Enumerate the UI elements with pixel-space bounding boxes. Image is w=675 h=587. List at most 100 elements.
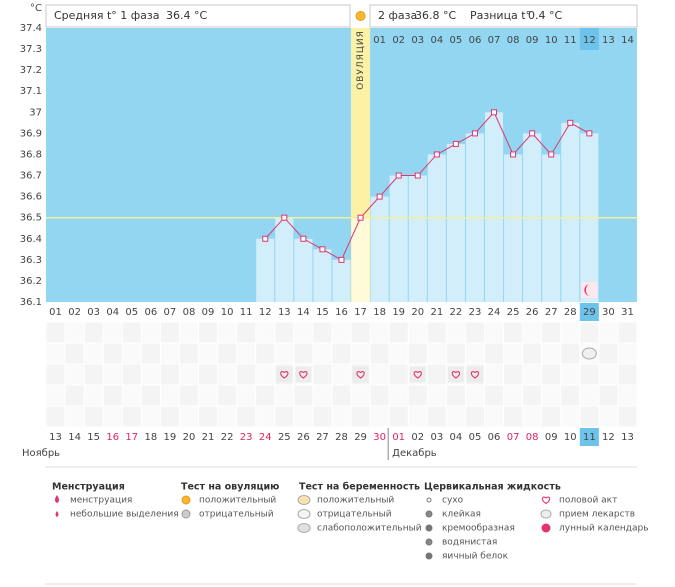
symbol-cell [103, 343, 122, 364]
temperature-bar [484, 112, 504, 302]
legend-title: Тест на овуляцию [181, 482, 279, 493]
diff-value: 0.4 °C [528, 9, 562, 22]
phase1-label: Средняя t° 1 фаза [54, 9, 160, 22]
symbol-cell [256, 385, 275, 406]
symbol-cell [199, 343, 218, 364]
temperature-bar [561, 122, 580, 302]
symbol-cell [141, 385, 160, 406]
temperature-point [281, 214, 288, 221]
symbol-cell [465, 343, 484, 364]
symbol-cell [179, 406, 199, 427]
cycle-day-label: 11 [240, 307, 253, 318]
symbol-cell [84, 322, 103, 343]
temperature-point [471, 130, 478, 137]
temperature-point [548, 151, 555, 158]
temperature-bar [256, 238, 275, 302]
symbol-cell [218, 343, 237, 364]
heart-icon [451, 370, 460, 379]
symbol-cell [599, 343, 618, 364]
phase1-box [45, 4, 351, 28]
symbol-cell [465, 322, 484, 343]
legend-title: Тест на беременность [299, 482, 420, 493]
symbol-cell [65, 406, 84, 427]
phase2-day-label: 06 [469, 35, 482, 46]
symbol-cell [46, 406, 65, 427]
y-tick-label: 36.4 [20, 234, 42, 245]
symbol-cell [199, 322, 218, 343]
symbol-cell [618, 385, 637, 406]
symbol-cell [218, 322, 237, 343]
symbol-cell [218, 385, 237, 406]
cycle-day-label: 07 [164, 307, 177, 318]
cycle-day-label: 01 [49, 307, 62, 318]
symbol-cell [122, 385, 141, 406]
temperature-point [433, 151, 440, 158]
legend-item: клейкая [442, 510, 481, 520]
heart-cell [295, 366, 312, 383]
phase2-day-label: 14 [621, 35, 634, 46]
temperature-point [300, 235, 307, 242]
symbol-cell [103, 406, 122, 427]
symbol-cell [351, 343, 370, 364]
date-label: 01 [392, 432, 405, 443]
symbol-cell [580, 364, 599, 385]
symbol-cell [523, 364, 542, 385]
symbol-cell [103, 322, 122, 343]
date-label: 24 [259, 432, 272, 443]
temperature-bar [313, 249, 332, 302]
symbol-cell [199, 364, 218, 385]
date-label: 30 [373, 432, 386, 443]
symbol-cell [427, 385, 446, 406]
temperature-bar [351, 217, 370, 302]
fluid-icon [425, 524, 433, 532]
date-label: 20 [183, 432, 196, 443]
cycle-day-label: 16 [335, 307, 348, 318]
date-label: 04 [450, 432, 463, 443]
symbol-cell [484, 343, 504, 364]
symbol-cell [65, 364, 84, 385]
symbol-cell [160, 322, 179, 343]
date-label: 17 [125, 432, 138, 443]
date-label: 08 [526, 432, 539, 443]
cycle-day-label: 12 [259, 307, 272, 318]
date-label: 27 [316, 432, 329, 443]
symbol-cell [294, 406, 313, 427]
symbol-cell [313, 322, 332, 343]
legend-item: отрицательный [317, 510, 392, 520]
symbol-cell [160, 343, 179, 364]
phase2-day-label: 02 [392, 35, 405, 46]
temperature-point [319, 246, 326, 253]
drop-icon [55, 511, 59, 517]
symbol-cell [160, 385, 179, 406]
date-label: 15 [87, 432, 100, 443]
symbol-cell [523, 406, 542, 427]
symbol-cell [46, 322, 65, 343]
temperature-point [529, 130, 536, 137]
symbol-cell [523, 385, 542, 406]
ovulation-icon [355, 11, 366, 21]
symbol-cell [542, 385, 561, 406]
symbol-cell [484, 364, 504, 385]
y-tick-label: 36.5 [20, 213, 42, 224]
temperature-bar [332, 259, 351, 302]
test-icon [297, 523, 311, 533]
date-label: 29 [354, 432, 367, 443]
temperature-line [264, 111, 590, 261]
symbol-cell [351, 385, 370, 406]
symbol-cell [103, 385, 122, 406]
y-tick-label: 37.1 [20, 86, 42, 97]
symbol-cell [199, 385, 218, 406]
phase2-value: 36.8 °C [415, 9, 456, 22]
date-label: 21 [202, 432, 215, 443]
symbol-cell [618, 343, 637, 364]
symbol-cell [294, 343, 313, 364]
cycle-day-label: 09 [202, 307, 215, 318]
cycle-day-label: 03 [87, 307, 100, 318]
symbol-cell [427, 406, 446, 427]
phase2-day-label: 09 [526, 35, 539, 46]
symbol-cell [179, 385, 199, 406]
symbol-cell [618, 364, 637, 385]
symbol-cell [370, 343, 389, 364]
symbol-cell [160, 406, 179, 427]
symbol-cell [84, 406, 103, 427]
